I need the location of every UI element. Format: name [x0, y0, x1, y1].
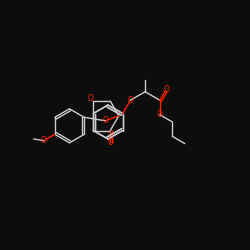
- Text: O: O: [107, 138, 113, 147]
- Text: O: O: [128, 96, 133, 105]
- Text: O: O: [164, 85, 169, 94]
- Text: O: O: [102, 116, 108, 125]
- Text: O: O: [157, 110, 163, 119]
- Text: O: O: [87, 94, 93, 102]
- Text: O: O: [41, 136, 47, 145]
